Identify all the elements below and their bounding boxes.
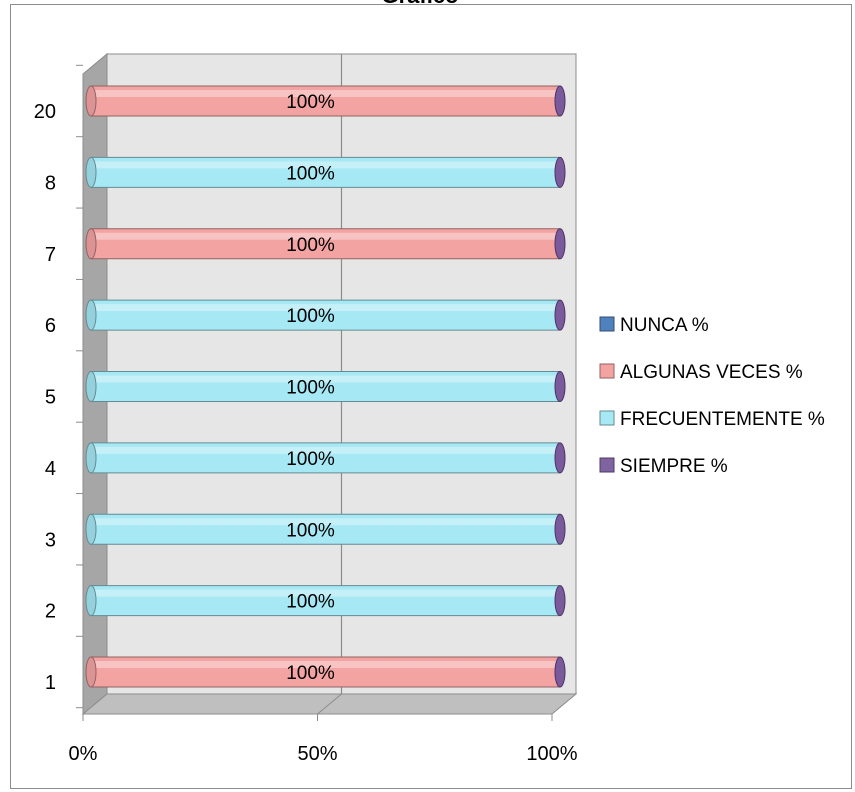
legend-swatch [599, 363, 615, 379]
bar-cap-right [554, 513, 566, 545]
y-tick-label: 1 [45, 672, 56, 694]
bar-body [90, 371, 561, 402]
data-label: 100% [286, 592, 335, 613]
bar-body [90, 299, 561, 331]
y-tick-label: 3 [45, 529, 56, 551]
bar [85, 442, 566, 474]
bar [85, 85, 566, 117]
legend-item: FRECUENTEMENTE % [599, 409, 825, 430]
bar-cap-left [85, 156, 97, 188]
bar-cap-left [85, 299, 97, 331]
data-label: 100% [286, 163, 335, 184]
data-label: 100% [286, 235, 335, 256]
bar-highlight [91, 375, 560, 383]
y-tick-label: 2 [45, 601, 56, 623]
bar-cap-right [554, 299, 566, 331]
bar-cap-right [554, 585, 566, 617]
bar [85, 156, 566, 188]
bar-highlight [91, 589, 560, 597]
legend-label: SIEMPRE % [620, 456, 728, 477]
bar-cap-left [85, 442, 97, 474]
bar-highlight [91, 446, 560, 454]
legend-label: NUNCA % [620, 315, 709, 336]
bars [85, 85, 566, 688]
bar-cap-left [85, 585, 97, 617]
y-tick-label: 5 [45, 387, 56, 409]
bar-cap-right [554, 85, 566, 117]
legend-item: SIEMPRE % [599, 456, 728, 477]
bar-body [90, 442, 561, 474]
bar-cap-left [85, 228, 97, 260]
data-label: 100% [286, 92, 335, 113]
bar-cap-right [554, 442, 566, 474]
bar-highlight [91, 90, 560, 97]
bar-cap-left [85, 513, 97, 545]
bar-highlight [91, 161, 560, 169]
data-label: 100% [286, 449, 335, 470]
y-tick-label: 4 [45, 458, 56, 480]
bar-cap-right [554, 156, 566, 188]
bar-highlight [91, 518, 560, 526]
bar-cap-left [85, 371, 97, 402]
legend-label: ALGUNAS VECES % [620, 362, 803, 383]
data-label: 100% [286, 663, 335, 684]
y-tick-label: 7 [45, 244, 56, 266]
bar [85, 299, 566, 331]
bar [85, 585, 566, 617]
data-labels: 100% 100% 100% 100% 100% 100% 100% 100% 100% [286, 92, 335, 684]
bar [85, 513, 566, 545]
bar-cap-right [554, 228, 566, 260]
bar-body [90, 85, 561, 117]
data-label: 100% [286, 520, 335, 541]
bar-cap-left [85, 656, 97, 688]
gridline-50-floor [317, 693, 342, 715]
x-tick-label: 100% [526, 743, 577, 765]
y-tick-label: 6 [45, 315, 56, 337]
data-label: 100% [286, 378, 335, 399]
legend-label: FRECUENTEMENTE % [620, 409, 825, 430]
legend-item: ALGUNAS VECES % [599, 362, 803, 383]
legend-item: NUNCA % [599, 315, 709, 336]
x-tick-label: 0% [69, 743, 98, 765]
bar-highlight [91, 304, 560, 312]
bar-highlight [91, 661, 560, 668]
bar-cap-right [554, 656, 566, 688]
bar [85, 228, 566, 260]
chart-title: Grafico [381, 0, 458, 8]
data-label: 100% [286, 306, 335, 327]
bar-cap-left [85, 85, 97, 117]
legend-swatch [599, 457, 615, 473]
bar-body [90, 156, 561, 188]
bar-body [90, 656, 561, 688]
y-tick-label: 20 [34, 101, 56, 123]
bar [85, 371, 566, 402]
legend-swatch [599, 316, 615, 332]
x-tick-labels: 0% 50% 100% [69, 714, 578, 765]
x-tick-label: 50% [297, 743, 337, 765]
bar-highlight [91, 232, 560, 240]
bar-cap-right [554, 371, 566, 402]
y-tick-labels: 1 2 3 4 5 6 7 8 20 [34, 64, 83, 709]
legend: NUNCA % ALGUNAS VECES % FRECUENTEMENTE % SI… [599, 315, 825, 477]
bar [85, 656, 566, 688]
y-tick-label: 8 [45, 172, 56, 194]
legend-swatch [599, 410, 615, 426]
